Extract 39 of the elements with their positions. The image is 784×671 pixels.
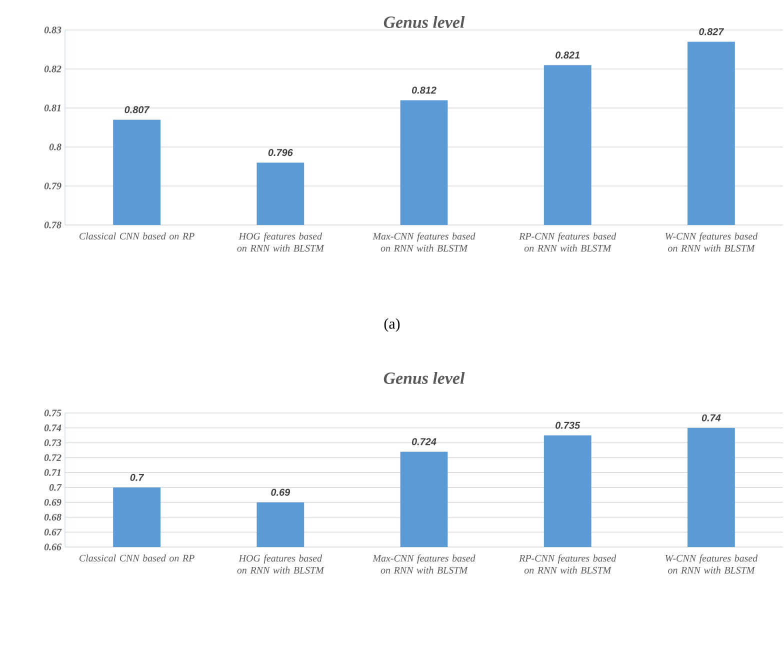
y-tick-label: 0.72 <box>44 454 62 462</box>
data-label: 0.827 <box>699 28 724 36</box>
x-tick-label: W-CNN features based on RNN with BLSTM <box>665 554 758 574</box>
x-tick-label: W-CNN features based on RNN with BLSTM <box>665 232 758 252</box>
y-tick-label: 0.82 <box>44 66 62 72</box>
x-tick-label: Classical CNN based on RP <box>80 232 194 240</box>
data-label: 0.812 <box>412 86 436 94</box>
y-tick-label: 0.67 <box>44 528 62 536</box>
x-tick-label: Max-CNN features based on RNN with BLSTM <box>372 554 476 574</box>
y-tick-label: 0.75 <box>44 410 62 416</box>
y-tick-label: 0.78 <box>44 222 62 228</box>
y-tick-label: 0.71 <box>44 469 60 476</box>
data-label: 0.74 <box>702 414 721 422</box>
y-tick-label: 0.68 <box>44 514 62 521</box>
y-tick-label: 0.66 <box>44 544 62 550</box>
data-label: 0.69 <box>271 488 290 496</box>
y-tick-label: 0.73 <box>44 439 62 446</box>
x-tick-label: RP-CNN features based on RNN with BLSTM <box>519 554 616 574</box>
y-tick-label: 0.69 <box>44 498 62 506</box>
x-tick-label: HOG features based on RNN with BLSTM <box>237 554 324 574</box>
chart-title: Genus level <box>384 16 465 28</box>
data-label: 0.807 <box>124 106 150 114</box>
data-label: 0.735 <box>556 422 580 429</box>
text: (a) <box>384 318 400 332</box>
data-label: 0.724 <box>412 438 436 446</box>
x-tick-label: Max-CNN features based on RNN with BLSTM <box>372 232 476 252</box>
data-label: 0.796 <box>268 149 293 156</box>
x-tick-label: Classical CNN based on RP <box>80 554 194 562</box>
chart-title: Genus level <box>384 372 465 384</box>
data-label: 0.7 <box>130 474 144 481</box>
data-label: 0.821 <box>556 52 580 59</box>
y-tick-label: 0.79 <box>44 182 62 190</box>
y-tick-label: 0.81 <box>44 104 60 112</box>
y-tick-label: 0.7 <box>49 484 62 491</box>
y-tick-label: 0.8 <box>49 144 62 150</box>
x-tick-label: RP-CNN features based on RNN with BLSTM <box>519 232 616 252</box>
y-tick-label: 0.83 <box>44 26 62 34</box>
y-tick-label: 0.74 <box>44 424 62 432</box>
x-tick-label: HOG features based on RNN with BLSTM <box>237 232 324 252</box>
